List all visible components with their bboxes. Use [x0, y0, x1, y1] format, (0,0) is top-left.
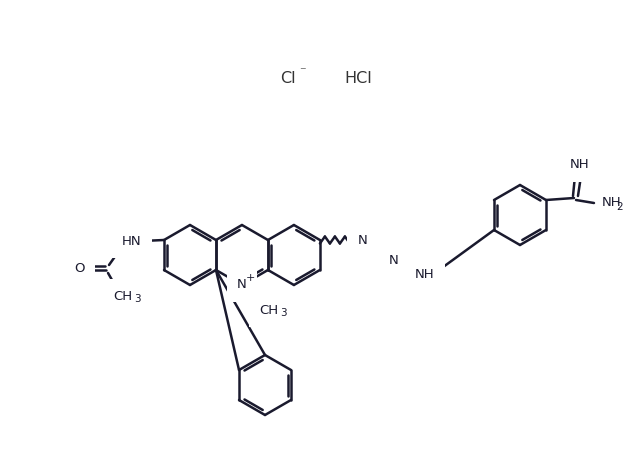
Text: HN: HN — [122, 235, 142, 248]
Text: CH: CH — [259, 304, 278, 316]
Text: N: N — [358, 234, 368, 246]
Text: N: N — [389, 254, 399, 267]
Text: ⁻: ⁻ — [299, 65, 305, 78]
Text: NH: NH — [570, 158, 590, 172]
Text: 3: 3 — [281, 308, 287, 318]
Text: NH: NH — [415, 268, 435, 282]
Text: +: + — [246, 273, 255, 283]
Text: N: N — [237, 279, 247, 291]
Text: O: O — [74, 261, 84, 274]
Text: 3: 3 — [134, 294, 140, 304]
Text: HCl: HCl — [344, 70, 372, 86]
Text: Cl: Cl — [280, 70, 296, 86]
Text: NH: NH — [602, 196, 621, 210]
Text: CH: CH — [113, 290, 132, 303]
Text: 2: 2 — [617, 202, 623, 212]
